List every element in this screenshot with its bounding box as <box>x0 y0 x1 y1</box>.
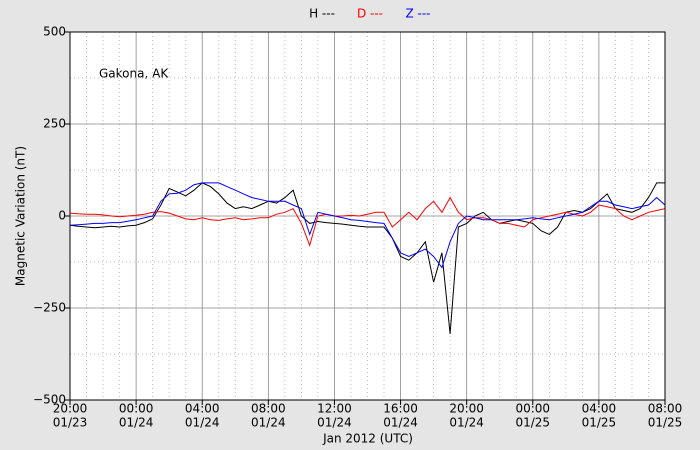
x-axis-label: Jan 2012 (UTC) <box>322 432 413 446</box>
y-tick-label: 250 <box>43 117 66 131</box>
data-line <box>69 182 666 269</box>
x-tick-label: 04:00 <box>582 402 617 416</box>
x-tick-label: 20:00 <box>449 402 484 416</box>
x-tick-label: 08:00 <box>251 402 286 416</box>
x-tick-label: 01/24 <box>119 416 154 430</box>
x-tick-label: 04:00 <box>185 402 220 416</box>
legend-entry: H --- <box>309 7 335 21</box>
y-tick-label: −500 <box>33 393 66 407</box>
x-tick-label: 01/24 <box>317 416 352 430</box>
x-tick-label: 01/23 <box>53 416 88 430</box>
x-tick-label: 00:00 <box>515 402 550 416</box>
x-tick-label: 01/24 <box>251 416 286 430</box>
legend-entry: D --- <box>357 7 383 21</box>
x-tick-label: 20:00 <box>53 402 88 416</box>
x-tick-label: 01/24 <box>449 416 484 430</box>
x-tick-label: 01/24 <box>185 416 220 430</box>
legend-entry: Z --- <box>405 7 430 21</box>
y-tick-label: −250 <box>33 301 66 315</box>
x-tick-label: 01/25 <box>515 416 550 430</box>
x-tick-label: 01/25 <box>582 416 617 430</box>
x-tick-label: 00:00 <box>119 402 154 416</box>
annotation: Gakona, AK <box>99 67 169 81</box>
x-tick-label: 08:00 <box>648 402 683 416</box>
y-axis-label: Magnetic Variation (nT) <box>14 146 28 286</box>
plot-frame <box>69 31 666 401</box>
x-tick-label: 01/25 <box>648 416 683 430</box>
x-tick-label: 01/24 <box>383 416 418 430</box>
data-line <box>69 196 666 248</box>
x-tick-label: 16:00 <box>383 402 418 416</box>
y-tick-label: 500 <box>43 25 66 39</box>
y-tick-label: 0 <box>58 209 66 223</box>
x-tick-label: 12:00 <box>317 402 352 416</box>
